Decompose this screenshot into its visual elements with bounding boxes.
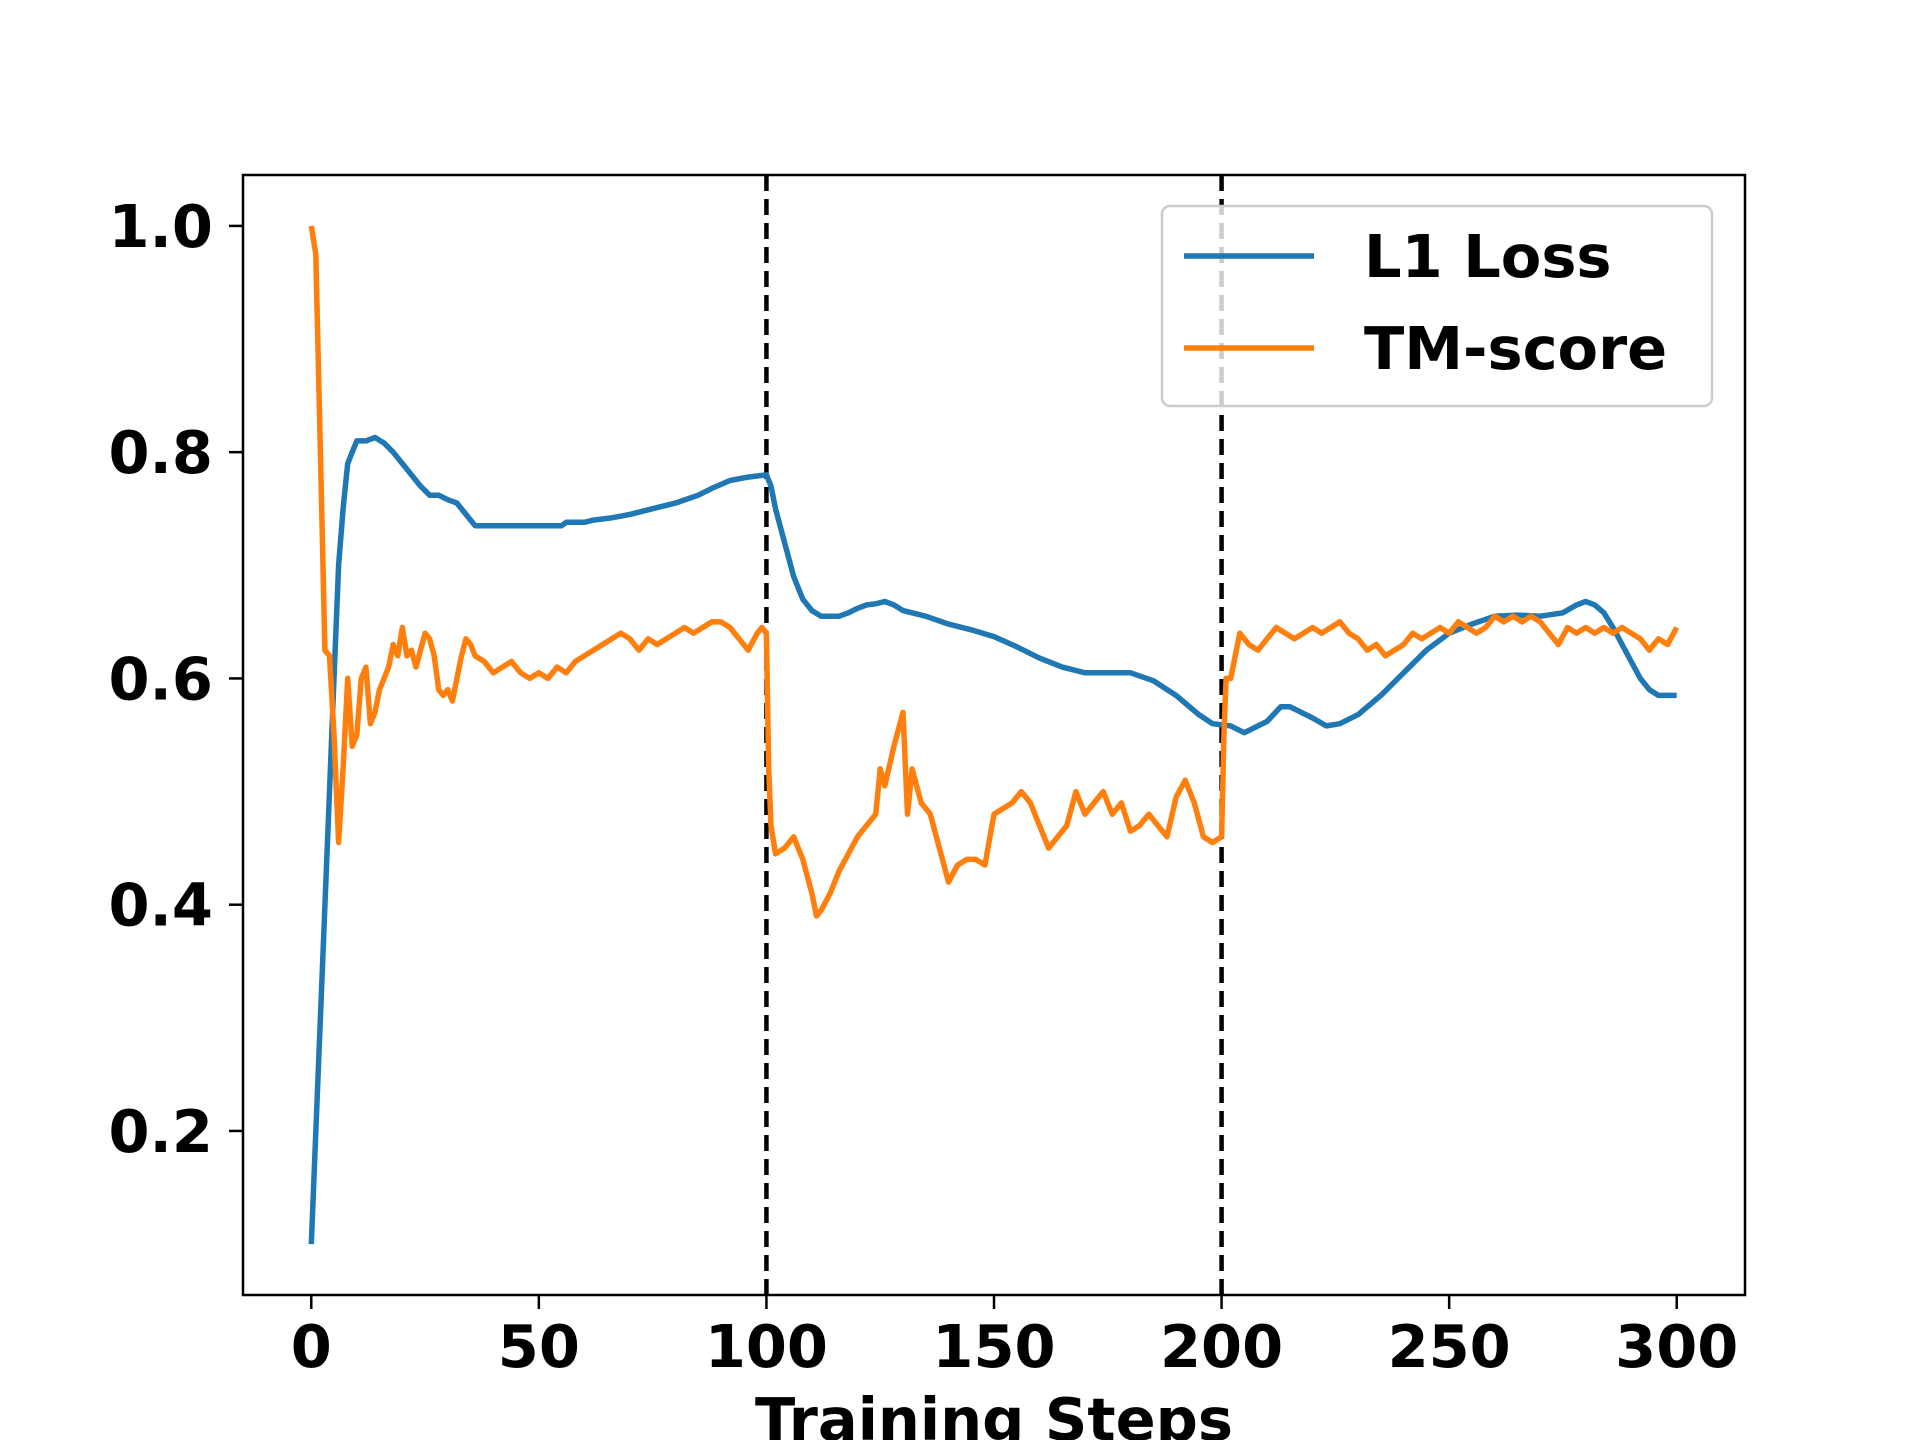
series-line-1 <box>308 225 1680 919</box>
y-tick-label: 0.4 <box>108 871 213 940</box>
y-axis-ticks: 0.2 0.4 0.6 0.8 1.0 <box>108 192 243 1166</box>
legend-label: L1 Loss <box>1364 222 1612 291</box>
x-tick-label: 250 <box>1388 1312 1511 1381</box>
x-tick-label: 50 <box>498 1312 580 1381</box>
x-tick-label: 200 <box>1160 1312 1283 1381</box>
x-tick-label: 300 <box>1615 1312 1738 1381</box>
x-tick-label: 100 <box>705 1312 828 1381</box>
x-tick-label: 0 <box>291 1312 332 1381</box>
x-axis-title: Training Steps <box>755 1385 1233 1440</box>
y-tick-label: 0.6 <box>108 644 213 713</box>
y-tick-label: 0.2 <box>108 1097 213 1166</box>
x-axis-ticks: 0 50 100 150 200 250 300 <box>291 1295 1738 1381</box>
legend-label: TM-score <box>1364 314 1667 383</box>
x-tick-label: 150 <box>932 1312 1055 1381</box>
legend: L1 Loss TM-score <box>1160 204 1714 408</box>
series-layer <box>308 225 1680 1245</box>
y-tick-label: 1.0 <box>108 192 213 261</box>
y-tick-label: 0.8 <box>108 418 213 487</box>
